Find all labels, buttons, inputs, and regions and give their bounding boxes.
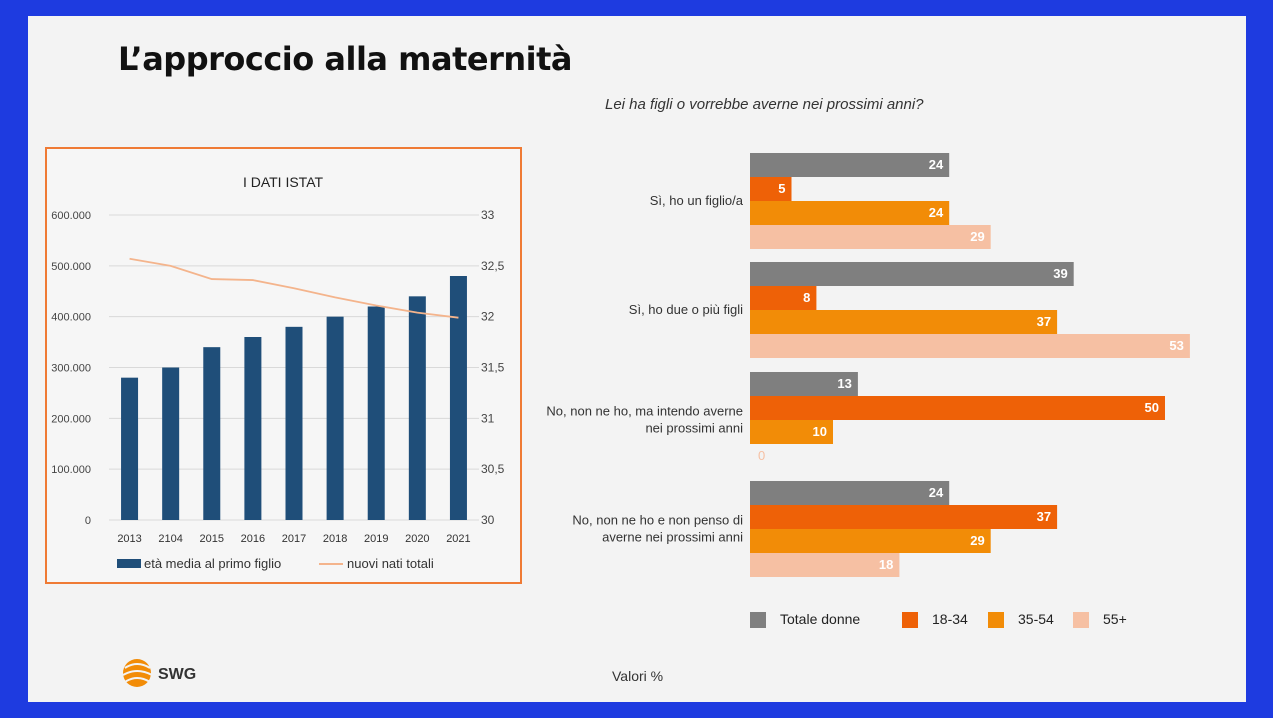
survey-bar xyxy=(750,262,1074,286)
survey-bar xyxy=(750,481,950,505)
survey-bar-value: 29 xyxy=(970,229,984,244)
istat-line xyxy=(129,257,459,319)
survey-category-label: No, non ne ho e non penso di xyxy=(572,513,743,528)
left-axis-tick-label: 0 xyxy=(85,515,91,527)
survey-bar xyxy=(750,334,1190,358)
survey-category-label: averne nei prossimi anni xyxy=(602,530,743,545)
istat-bar xyxy=(203,347,221,520)
survey-bar-value: 10 xyxy=(813,424,827,439)
survey-bar-value: 39 xyxy=(1053,266,1067,281)
istat-chart-title: I DATI ISTAT xyxy=(243,174,324,190)
survey-category-label: nei prossimi anni xyxy=(645,421,743,436)
x-axis-tick-label: 2020 xyxy=(405,533,429,545)
survey-bar-value: 24 xyxy=(929,485,944,500)
survey-bar xyxy=(750,505,1058,529)
survey-bar xyxy=(750,372,858,396)
survey-bar-value: 8 xyxy=(803,290,810,305)
survey-bar-value: 53 xyxy=(1169,338,1183,353)
survey-bar-value: 37 xyxy=(1037,314,1051,329)
left-axis-tick-label: 500.000 xyxy=(51,261,91,273)
survey-bar-value: 5 xyxy=(778,181,785,196)
legend-swatch-totale xyxy=(750,612,766,628)
left-axis-tick-label: 200.000 xyxy=(51,413,91,425)
istat-bar xyxy=(449,276,467,520)
right-axis-tick-label: 33 xyxy=(481,208,495,222)
x-axis-tick-label: 2019 xyxy=(364,533,388,545)
survey-bar xyxy=(750,396,1165,420)
survey-bar-value: 37 xyxy=(1037,509,1051,524)
istat-bar xyxy=(408,296,426,520)
survey-bar xyxy=(750,420,833,444)
legend-label-35-54: 35-54 xyxy=(1018,611,1054,627)
slide: L’approccio alla maternità Lei ha figli … xyxy=(28,16,1246,702)
survey-bar xyxy=(750,225,991,249)
x-axis-tick-label: 2016 xyxy=(241,533,265,545)
survey-bar xyxy=(750,153,950,177)
survey-bar xyxy=(750,553,900,577)
legend-swatch-55-plus xyxy=(1073,612,1089,628)
legend-swatch-18-34 xyxy=(902,612,918,628)
right-axis-tick-label: 30 xyxy=(481,513,495,527)
values-note: Valori % xyxy=(612,668,664,684)
istat-bar xyxy=(285,326,303,520)
survey-category-label: Sì, ho un figlio/a xyxy=(650,193,744,208)
istat-bar xyxy=(326,316,344,520)
survey-bar-value: 29 xyxy=(970,533,984,548)
right-axis-tick-label: 30,5 xyxy=(481,462,505,476)
legend-label-bar: età media al primo figlio xyxy=(144,556,281,571)
survey-bar xyxy=(750,286,817,310)
survey-question: Lei ha figli o vorrebbe averne nei pross… xyxy=(605,96,924,113)
survey-bar xyxy=(750,310,1058,334)
x-axis-tick-label: 2104 xyxy=(158,533,182,545)
left-axis-tick-label: 300.000 xyxy=(51,363,91,375)
istat-bar xyxy=(121,377,139,520)
right-axis-tick-label: 32,5 xyxy=(481,259,505,273)
survey-bar-value: 18 xyxy=(879,557,893,572)
left-axis-tick-label: 400.000 xyxy=(51,312,91,324)
x-axis-tick-label: 2021 xyxy=(446,533,470,545)
survey-bar xyxy=(750,177,792,201)
survey-category-label: No, non ne ho, ma intendo averne xyxy=(546,404,743,419)
survey-bar-value: 13 xyxy=(837,376,851,391)
survey-bar-value: 24 xyxy=(929,205,944,220)
istat-chart: I DATI ISTAT 0 100.000 200.000 300.000 400.00… xyxy=(51,174,505,571)
legend-label-totale: Totale donne xyxy=(780,611,861,627)
swg-logo-icon xyxy=(122,659,153,687)
x-axis-tick-label: 2013 xyxy=(117,533,141,545)
slide-title: L’approccio alla maternità xyxy=(118,40,573,78)
survey-bar xyxy=(750,201,950,225)
left-axis-tick-label: 600.000 xyxy=(51,210,91,222)
swg-logo-text: SWG xyxy=(158,666,197,683)
legend-swatch-35-54 xyxy=(988,612,1004,628)
survey-bar xyxy=(750,529,991,553)
istat-bar xyxy=(162,367,180,520)
istat-bar xyxy=(367,306,385,520)
legend-swatch-bar xyxy=(117,559,141,568)
legend-label-55-plus: 55+ xyxy=(1103,611,1127,627)
x-axis-tick-label: 2015 xyxy=(200,533,224,545)
survey-bar-value: 50 xyxy=(1145,400,1159,415)
right-axis-tick-label: 32 xyxy=(481,310,495,324)
legend-label-18-34: 18-34 xyxy=(932,611,968,627)
survey-bar-value: 0 xyxy=(758,448,765,463)
left-axis-tick-label: 100.000 xyxy=(51,464,91,476)
x-axis-tick-label: 2017 xyxy=(282,533,306,545)
right-axis-tick-label: 31,5 xyxy=(481,361,505,375)
x-axis-tick-label: 2018 xyxy=(323,533,347,545)
survey-bar-chart: 24 5 24 29 Sì, ho un figlio/a 39 8 37 53 Sì, ho d… xyxy=(546,153,1190,577)
right-axis-tick-label: 31 xyxy=(481,411,495,425)
istat-chart-panel: I DATI ISTAT 0 100.000 200.000 300.000 400.00… xyxy=(45,147,522,584)
istat-bar xyxy=(244,337,262,520)
survey-bar-value: 24 xyxy=(929,157,944,172)
legend-label-line: nuovi nati totali xyxy=(347,556,434,571)
survey-category-label: Sì, ho due o più figli xyxy=(629,302,743,317)
